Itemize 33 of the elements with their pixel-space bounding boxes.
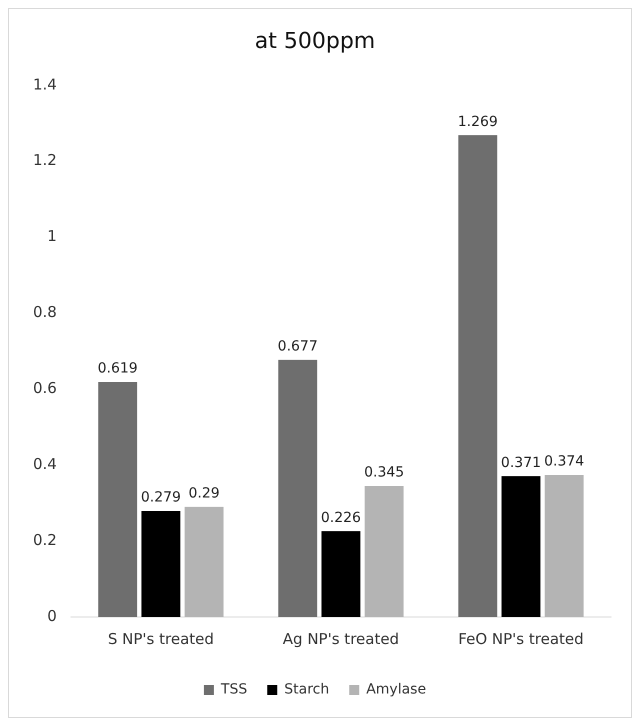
x-tick-label: FeO NP's treated [458,630,584,648]
y-tick-label: 1 [47,227,57,246]
legend-label: Amylase [366,682,426,698]
data-label: 0.619 [98,360,138,377]
data-label: 0.279 [140,490,181,506]
x-tick-label: S NP's treated [108,630,214,648]
bar [278,360,318,617]
data-label: 0.677 [278,338,318,355]
bar [321,531,360,617]
y-tick-label: 1.2 [32,151,57,170]
y-tick-label: 0.4 [32,455,57,474]
bar [98,382,138,617]
bar [364,486,404,617]
data-label: 0.345 [364,464,404,481]
chart-title: at 500ppm [254,28,376,54]
y-tick-label: 1.4 [32,75,57,94]
y-tick-label: 0.2 [32,530,57,549]
data-label: 0.371 [500,454,542,471]
data-label: 1.269 [458,114,498,130]
x-tick-label: Ag NP's treated [282,630,400,648]
y-tick-label: 0.8 [32,303,57,322]
legend-label: TSS [220,682,248,698]
legend-label: Starch [284,682,330,698]
data-label: 0.29 [188,486,220,502]
bar [141,511,180,617]
y-tick-label: 0.6 [32,379,57,398]
bar [458,135,498,617]
bar [544,474,584,617]
y-tick-label: 0 [47,606,57,625]
data-label: 0.226 [320,510,362,526]
data-label: 0.374 [544,454,584,470]
bar [184,506,224,617]
bar [502,476,540,617]
